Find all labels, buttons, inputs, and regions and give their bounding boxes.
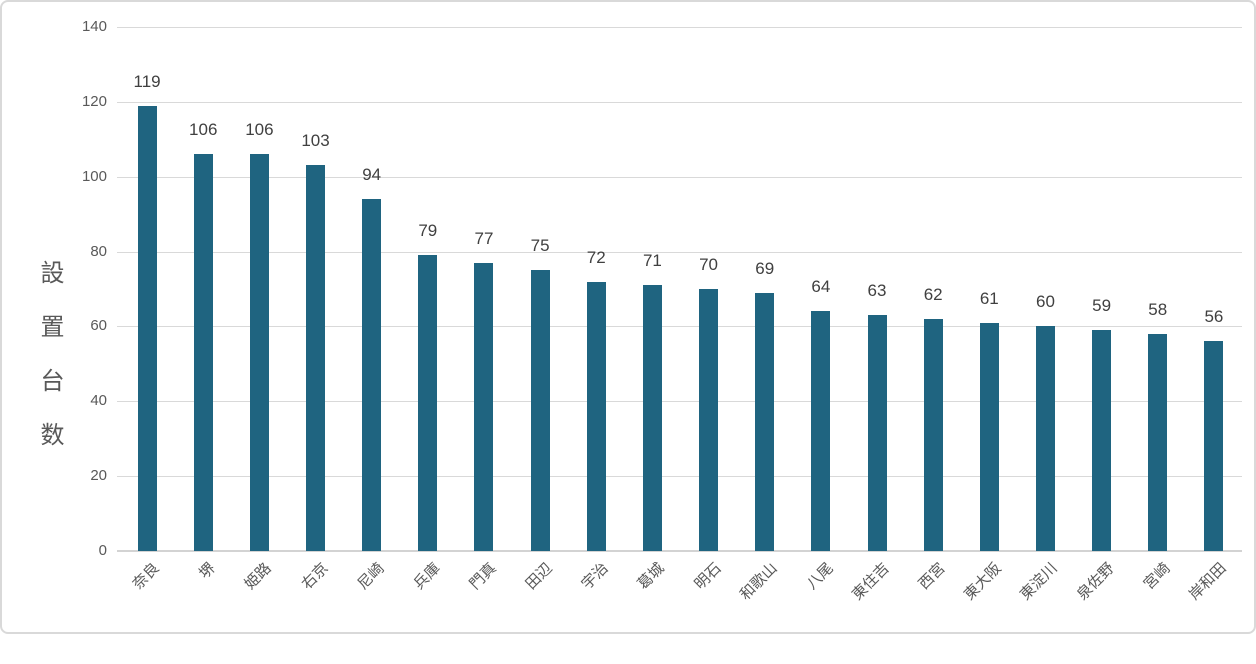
bar (194, 154, 213, 551)
x-category-label: 右京 (227, 559, 332, 664)
bar (755, 293, 774, 551)
gridline (117, 177, 1242, 178)
gridline (117, 326, 1242, 327)
bar-value-label: 94 (337, 165, 407, 184)
bar (1204, 341, 1223, 551)
bar (868, 315, 887, 551)
x-category-label: 東淀川 (957, 559, 1062, 664)
bar (250, 154, 269, 551)
x-category-label: 泉佐野 (1013, 559, 1118, 664)
x-category-label: 姫路 (170, 559, 275, 664)
y-tick-label: 0 (47, 542, 107, 560)
y-tick-label: 140 (47, 18, 107, 36)
x-category-label: 奈良 (58, 559, 163, 664)
x-category-label: 堺 (114, 559, 219, 664)
gridline (117, 102, 1242, 103)
bar (811, 311, 830, 551)
bar (1036, 326, 1055, 551)
x-category-label: 葛城 (563, 559, 668, 664)
x-category-label: 西宮 (844, 559, 949, 664)
x-category-label: 兵庫 (339, 559, 444, 664)
bar (924, 319, 943, 551)
bar (531, 270, 550, 551)
bar (474, 263, 493, 551)
x-category-label: 八尾 (732, 559, 837, 664)
x-category-label: 宇治 (507, 559, 612, 664)
bar (699, 289, 718, 551)
y-tick-label: 20 (47, 467, 107, 485)
bar-value-label: 103 (281, 131, 351, 150)
x-category-label: 尼崎 (283, 559, 388, 664)
bar-value-label: 69 (730, 259, 800, 278)
x-category-label: 門真 (395, 559, 500, 664)
x-category-label: 明石 (620, 559, 725, 664)
bar (643, 285, 662, 551)
gridline (117, 27, 1242, 28)
x-category-label: 宮崎 (1069, 559, 1174, 664)
bar (138, 106, 157, 551)
y-tick-label: 100 (47, 168, 107, 186)
bar (1148, 334, 1167, 551)
y-tick-label: 40 (47, 392, 107, 410)
bar (418, 255, 437, 551)
gridline (117, 401, 1242, 402)
y-tick-label: 120 (47, 93, 107, 111)
bar (362, 199, 381, 551)
y-tick-label: 60 (47, 317, 107, 335)
bar (980, 323, 999, 551)
y-tick-label: 80 (47, 243, 107, 261)
gridline (117, 476, 1242, 477)
x-category-label: 和歌山 (676, 559, 781, 664)
x-category-label: 東大阪 (900, 559, 1005, 664)
x-category-label: 田辺 (451, 559, 556, 664)
bar (306, 165, 325, 551)
bar-value-label: 119 (112, 72, 182, 91)
x-axis-line (117, 550, 1242, 552)
x-category-label: 岸和田 (1125, 559, 1230, 664)
bar-value-label: 56 (1179, 307, 1249, 326)
bar (587, 282, 606, 551)
bar (1092, 330, 1111, 551)
x-category-label: 東住吉 (788, 559, 893, 664)
